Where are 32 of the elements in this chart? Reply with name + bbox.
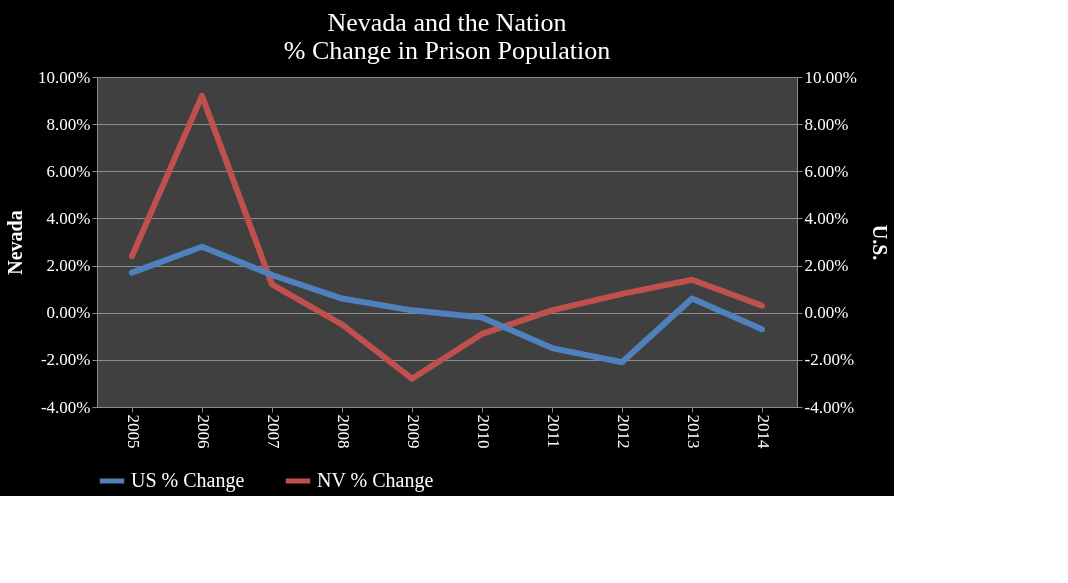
y-tick-label: 6.00%: [46, 161, 91, 181]
x-tick-label: 2005: [123, 414, 143, 449]
legend-label: US % Change: [131, 469, 245, 492]
y-tick-label: 0.00%: [46, 303, 91, 323]
y-tick-label: 4.00%: [46, 208, 91, 228]
y2-tick-label: 10.00%: [804, 67, 857, 87]
x-tick-label: 2011: [543, 414, 563, 448]
x-tick-label: 2007: [263, 414, 283, 449]
text: % Change in Prison Population: [283, 36, 611, 65]
y2-tick-label: -2.00%: [804, 350, 855, 370]
y-tick-label: -4.00%: [40, 397, 91, 417]
y-tick-label: 2.00%: [46, 256, 91, 276]
x-tick-label: 2010: [473, 414, 493, 449]
y-axis-title: Nevada: [4, 210, 27, 275]
y2-tick-label: 4.00%: [804, 208, 849, 228]
x-tick-label: 2013: [683, 414, 703, 449]
x-tick-label: 2009: [403, 414, 423, 449]
y-tick-label: 8.00%: [46, 114, 91, 134]
y-tick-label: -2.00%: [40, 350, 91, 370]
y2-tick-label: 8.00%: [804, 114, 849, 134]
y2-tick-label: 6.00%: [804, 161, 849, 181]
text: Nevada and the Nation: [327, 8, 567, 37]
y-tick-label: 10.00%: [38, 67, 91, 87]
x-tick-label: 2012: [613, 414, 633, 449]
x-tick-label: 2006: [193, 414, 213, 449]
x-tick-label: 2014: [753, 414, 773, 449]
x-tick-label: 2008: [333, 414, 353, 449]
legend-label: NV % Change: [317, 469, 434, 492]
y2-axis-title: U.S.: [868, 224, 891, 261]
y2-tick-label: -4.00%: [804, 397, 855, 417]
y2-tick-label: 2.00%: [804, 256, 849, 276]
y2-tick-label: 0.00%: [804, 303, 849, 323]
